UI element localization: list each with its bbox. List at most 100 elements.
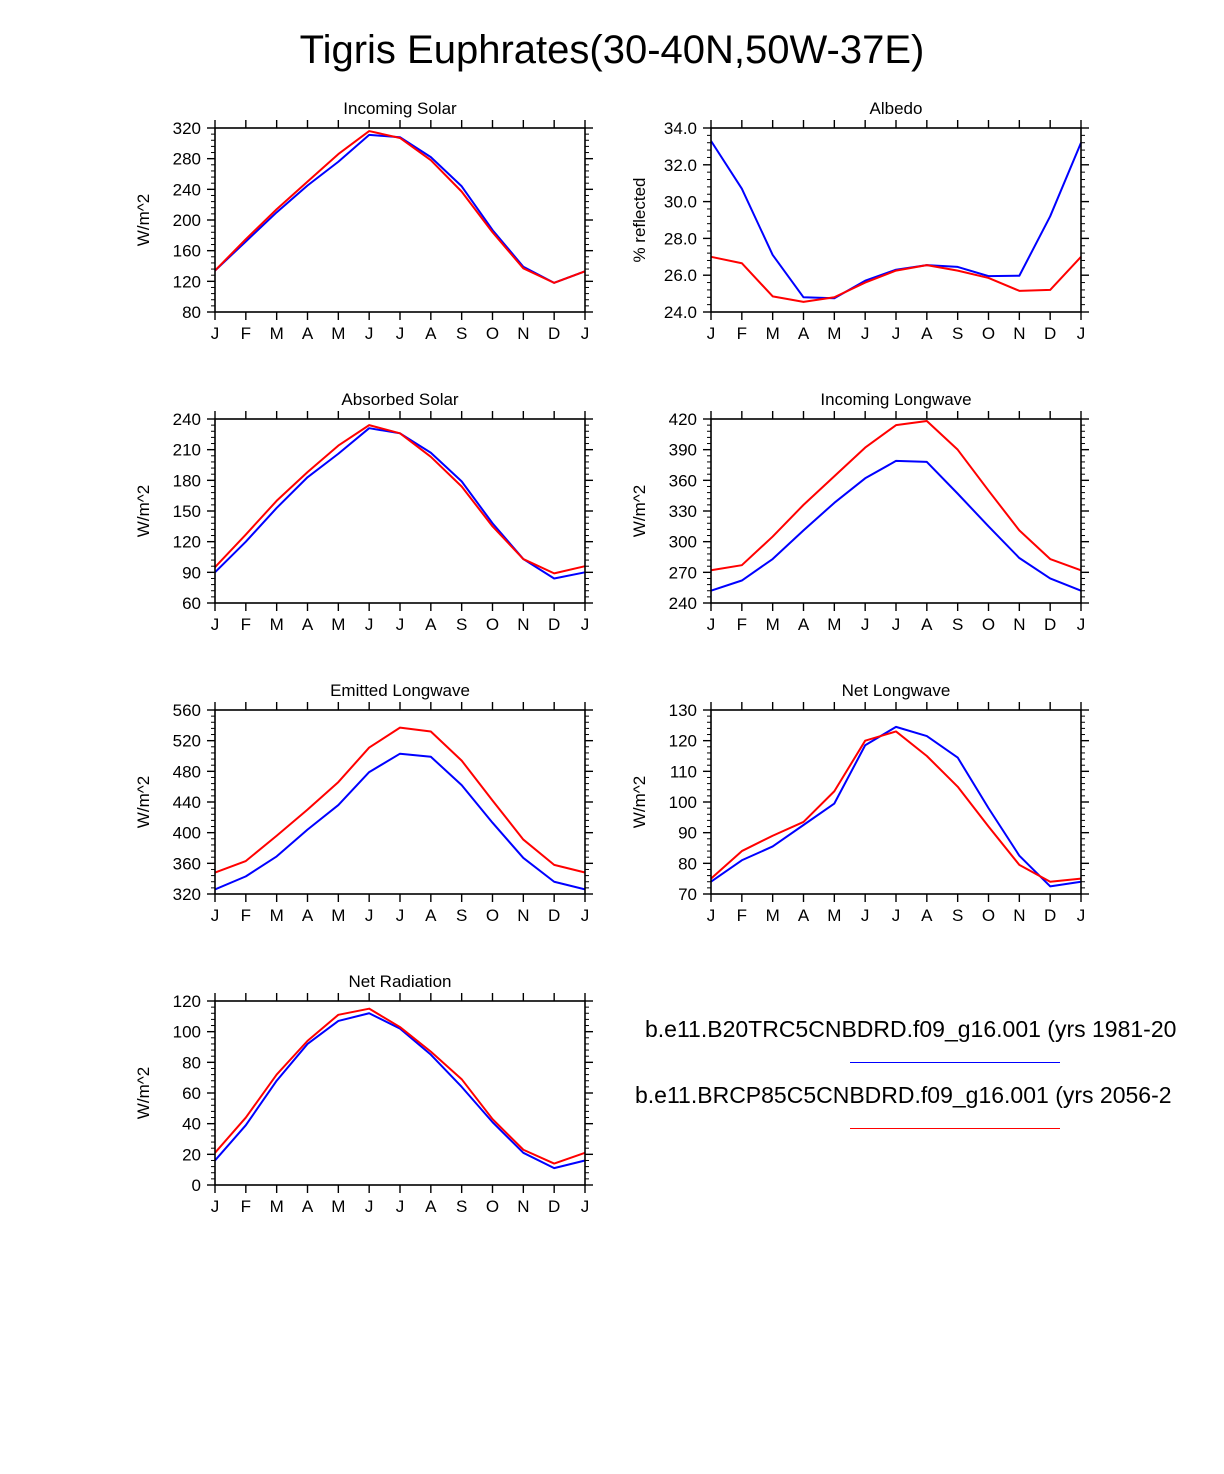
x-tick-label: M [827,615,841,634]
panel-incoming-solar: J F M A M J J A S O N D J80120160200240280320Incomin… [134,99,593,343]
panel-albedo: J F M A M J J A S O N D J24.026.028.030.032.034.0Alb… [630,99,1089,343]
x-tick-label: M [270,324,284,343]
y-tick-label: 320 [173,885,201,904]
x-tick-label: D [1044,615,1056,634]
x-tick-label: A [425,906,437,925]
x-tick-label: N [517,906,529,925]
y-tick-label: 24.0 [664,303,697,322]
x-tick-label: A [921,906,933,925]
x-tick-label: J [365,324,374,343]
x-tick-label: A [921,615,933,634]
panel-title: Emitted Longwave [330,681,470,700]
x-tick-label: J [707,324,716,343]
y-tick-label: 100 [669,793,697,812]
page-title: Tigris Euphrates(30-40N,50W-37E) [299,28,925,72]
y-tick-label: 110 [670,762,697,781]
y-tick-label: 390 [669,441,697,460]
plot-frame [710,127,1082,313]
y-tick-label: 280 [173,150,201,169]
x-tick-label: D [548,324,560,343]
x-tick-label: O [982,906,995,925]
x-tick-label: D [1044,906,1056,925]
panel-title: Incoming Longwave [820,390,971,409]
series-line-2 [214,726,586,874]
x-tick-label: J [396,324,405,343]
x-tick-label: J [707,615,716,634]
x-tick-label: M [766,906,780,925]
x-tick-label: N [517,324,529,343]
x-tick-label: J [581,324,590,343]
plot-frame [710,418,1082,604]
x-tick-label: N [517,615,529,634]
panel-emitted-longwave: J F M A M J J A S O N D J320360400440480520560Emitte… [134,681,593,925]
y-tick-label: 520 [173,732,201,751]
x-tick-label: D [548,1197,560,1216]
y-axis-label: W/m^2 [134,194,153,246]
y-axis-label: W/m^2 [134,485,153,537]
x-tick-label: A [302,615,314,634]
x-tick-label: M [331,1197,345,1216]
series-line-1 [214,427,586,580]
y-tick-label: 40 [182,1115,201,1134]
x-tick-label: O [486,1197,499,1216]
x-tick-label: J [211,615,220,634]
plot-frame [214,709,586,895]
y-tick-label: 150 [173,502,201,521]
series-line-1 [710,725,1082,888]
x-tick-label: J [861,324,870,343]
x-tick-label: O [982,324,995,343]
y-tick-label: 300 [669,533,697,552]
x-tick-label: J [365,1197,374,1216]
plot-frame [710,709,1082,895]
x-tick-label: J [1077,615,1086,634]
x-tick-label: S [952,324,963,343]
y-tick-label: 320 [173,119,201,138]
y-tick-label: 180 [173,471,201,490]
x-tick-label: N [1013,324,1025,343]
y-tick-label: 120 [669,732,697,751]
y-tick-label: 28.0 [664,229,697,248]
x-tick-label: A [798,324,810,343]
x-tick-label: M [827,324,841,343]
y-axis-label: W/m^2 [134,1067,153,1119]
x-tick-label: J [211,906,220,925]
y-tick-label: 130 [669,701,697,720]
x-tick-label: J [861,906,870,925]
x-tick-label: J [581,906,590,925]
x-tick-label: J [365,906,374,925]
legend-line-series1 [850,1062,1060,1063]
y-tick-label: 270 [669,563,697,582]
x-tick-label: D [548,906,560,925]
y-tick-label: 70 [678,885,697,904]
x-tick-label: F [241,906,251,925]
y-tick-label: 20 [182,1145,201,1164]
x-tick-label: O [982,615,995,634]
x-tick-label: F [241,615,251,634]
x-tick-label: A [302,324,314,343]
y-tick-label: 480 [173,762,201,781]
x-tick-label: S [952,615,963,634]
x-tick-label: S [952,906,963,925]
y-tick-label: 240 [669,594,697,613]
series-line-1 [214,752,586,891]
x-tick-label: J [396,906,405,925]
x-tick-label: J [396,615,405,634]
x-tick-label: J [211,324,220,343]
x-tick-label: S [456,324,467,343]
x-tick-label: D [548,615,560,634]
series-line-1 [710,459,1082,592]
y-tick-label: 200 [173,211,201,230]
x-tick-label: M [270,906,284,925]
x-tick-label: M [827,906,841,925]
x-tick-label: F [241,1197,251,1216]
y-tick-label: 120 [173,992,201,1011]
x-tick-label: J [581,615,590,634]
x-tick-label: J [892,906,901,925]
x-tick-label: F [737,615,747,634]
y-tick-label: 100 [173,1023,201,1042]
plot-frame [214,127,586,313]
x-tick-label: M [766,615,780,634]
y-tick-label: 60 [182,594,201,613]
